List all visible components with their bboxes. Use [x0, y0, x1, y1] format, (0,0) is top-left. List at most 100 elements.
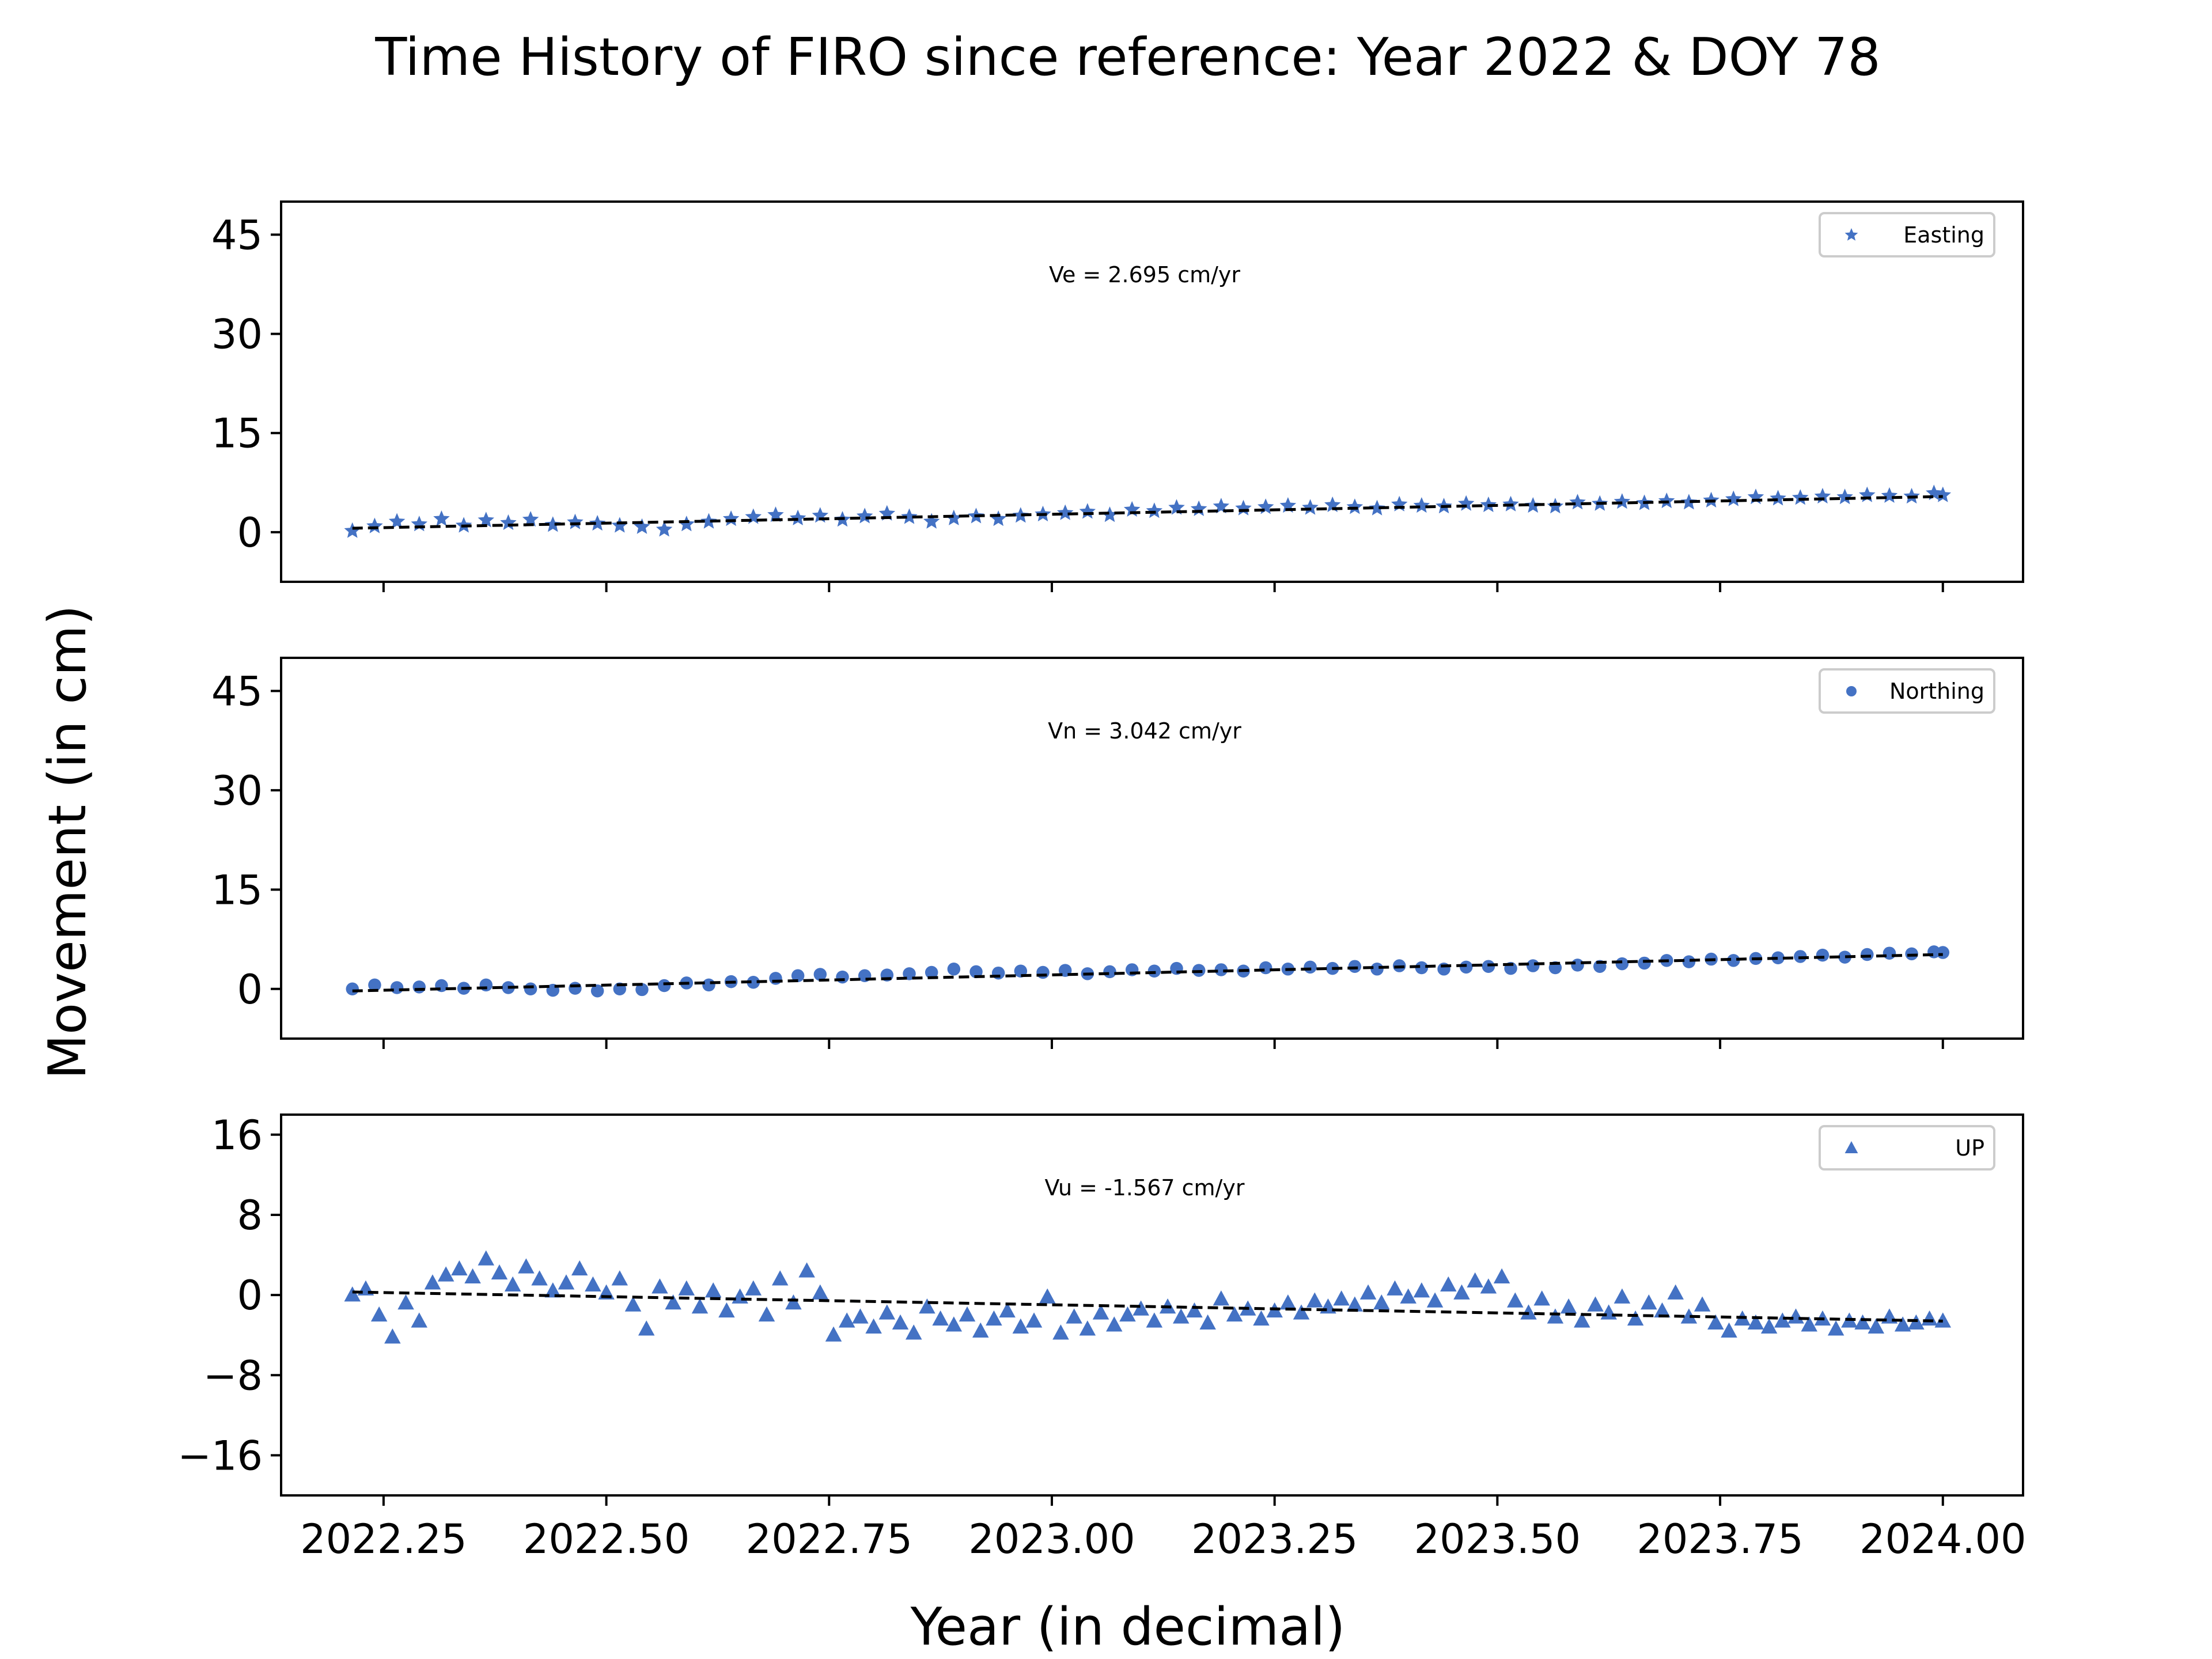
data-point: [665, 1294, 681, 1310]
x-tick-label: 2023.50: [1414, 1516, 1581, 1563]
data-point: [478, 512, 494, 528]
data-point: [1079, 1320, 1096, 1336]
subplot-panels: 0 15 30 45 Ve = 2.695 cm/yr Easting 0 15 30 45 Vn …: [177, 200, 2027, 1563]
data-point: [919, 1298, 935, 1314]
data-point: [1525, 497, 1541, 513]
data-point: [1727, 954, 1740, 967]
data-point: [1213, 1290, 1230, 1306]
data-point: [611, 1270, 628, 1286]
velocity-annotation: Ve = 2.695 cm/yr: [1049, 262, 1240, 287]
data-point: [478, 1250, 495, 1266]
data-point: [747, 976, 760, 989]
data-point: [1259, 961, 1272, 975]
y-tick-label: −16: [177, 1432, 263, 1479]
x-tick-label: 2023.75: [1637, 1516, 1803, 1563]
subplot-northing: 0 15 30 45 Vn = 3.042 cm/yr Northing: [211, 657, 2024, 1049]
data-point: [500, 514, 517, 530]
legend-marker: [1844, 1141, 1858, 1153]
data-point: [1703, 491, 1719, 507]
data-point: [700, 513, 717, 529]
data-point: [464, 1268, 481, 1284]
data-point: [905, 1324, 922, 1340]
data-point: [678, 1280, 695, 1296]
data-point: [1613, 1288, 1631, 1304]
data-point: [1413, 497, 1430, 513]
data-point: [1587, 1296, 1604, 1312]
data-point: [852, 1308, 869, 1324]
data-point: [657, 979, 671, 993]
data-point: [638, 1320, 655, 1336]
data-point: [1667, 1284, 1684, 1300]
data-point: [1836, 488, 1853, 505]
legend-marker: [1846, 686, 1857, 696]
y-tick-label: 8: [237, 1192, 263, 1239]
data-point: [836, 970, 849, 984]
data-point: [366, 517, 383, 533]
data-point: [479, 978, 493, 992]
data-point: [1627, 1310, 1644, 1326]
data-point: [634, 518, 650, 534]
data-point: [544, 1282, 562, 1298]
data-point: [1694, 1296, 1711, 1312]
data-point: [1257, 498, 1274, 514]
data-point: [1574, 1312, 1590, 1328]
trend-line: [352, 1290, 1943, 1323]
data-point: [1680, 1308, 1698, 1324]
legend-label: Easting: [1903, 222, 1984, 248]
y-tick-label: 45: [211, 668, 263, 715]
data-point: [1861, 948, 1874, 961]
data-point: [390, 981, 404, 994]
data-point: [1507, 1292, 1524, 1308]
y-tick-label: 0: [237, 509, 263, 556]
y-tick-label: 16: [211, 1112, 263, 1159]
data-point: [1747, 488, 1764, 505]
data-point: [388, 513, 406, 529]
legend: Northing: [1819, 668, 1995, 714]
data-point: [856, 507, 873, 524]
data-point: [1467, 1272, 1483, 1288]
data-point: [504, 1276, 521, 1291]
data-point: [1253, 1310, 1270, 1326]
y-tick-label: 30: [211, 767, 263, 815]
data-point: [1146, 1312, 1163, 1328]
data-point: [1146, 502, 1163, 518]
data-point: [1333, 1290, 1350, 1306]
y-axis-label: Movement (in cm): [37, 605, 98, 1079]
data-point: [986, 1310, 1002, 1326]
data-point: [972, 1322, 989, 1338]
data-point: [1066, 1308, 1082, 1324]
data-point: [1304, 960, 1317, 974]
data-point: [1370, 963, 1384, 976]
data-point: [611, 517, 628, 533]
data-point: [1502, 495, 1519, 512]
data-point: [1226, 1306, 1243, 1322]
data-point: [411, 516, 427, 532]
data-point: [624, 1296, 642, 1312]
data-point: [1025, 1312, 1043, 1328]
data-point: [1868, 1318, 1885, 1334]
data-point: [567, 513, 584, 529]
data-point: [571, 1260, 588, 1276]
y-tick-label: −8: [203, 1352, 263, 1399]
data-point: [718, 1302, 735, 1318]
data-point: [1725, 490, 1742, 506]
data-point: [1638, 956, 1651, 970]
legend: UP: [1819, 1125, 1995, 1171]
data-point: [945, 1316, 963, 1332]
data-point: [346, 982, 359, 996]
data-point: [524, 982, 537, 996]
data-point: [990, 510, 1007, 527]
data-point: [1052, 1324, 1069, 1340]
data-point: [1132, 1300, 1149, 1316]
data-point: [1721, 1322, 1737, 1338]
data-point: [656, 521, 673, 537]
data-point: [1894, 1316, 1911, 1332]
data-point: [1106, 1316, 1123, 1332]
data-point: [1615, 957, 1629, 971]
data-point: [368, 978, 381, 992]
data-point: [1391, 495, 1408, 512]
y-tick-label: 0: [237, 1272, 263, 1319]
plot-frame: [280, 1113, 2024, 1497]
data-points: [344, 484, 1952, 538]
trend-line: [352, 953, 1943, 993]
